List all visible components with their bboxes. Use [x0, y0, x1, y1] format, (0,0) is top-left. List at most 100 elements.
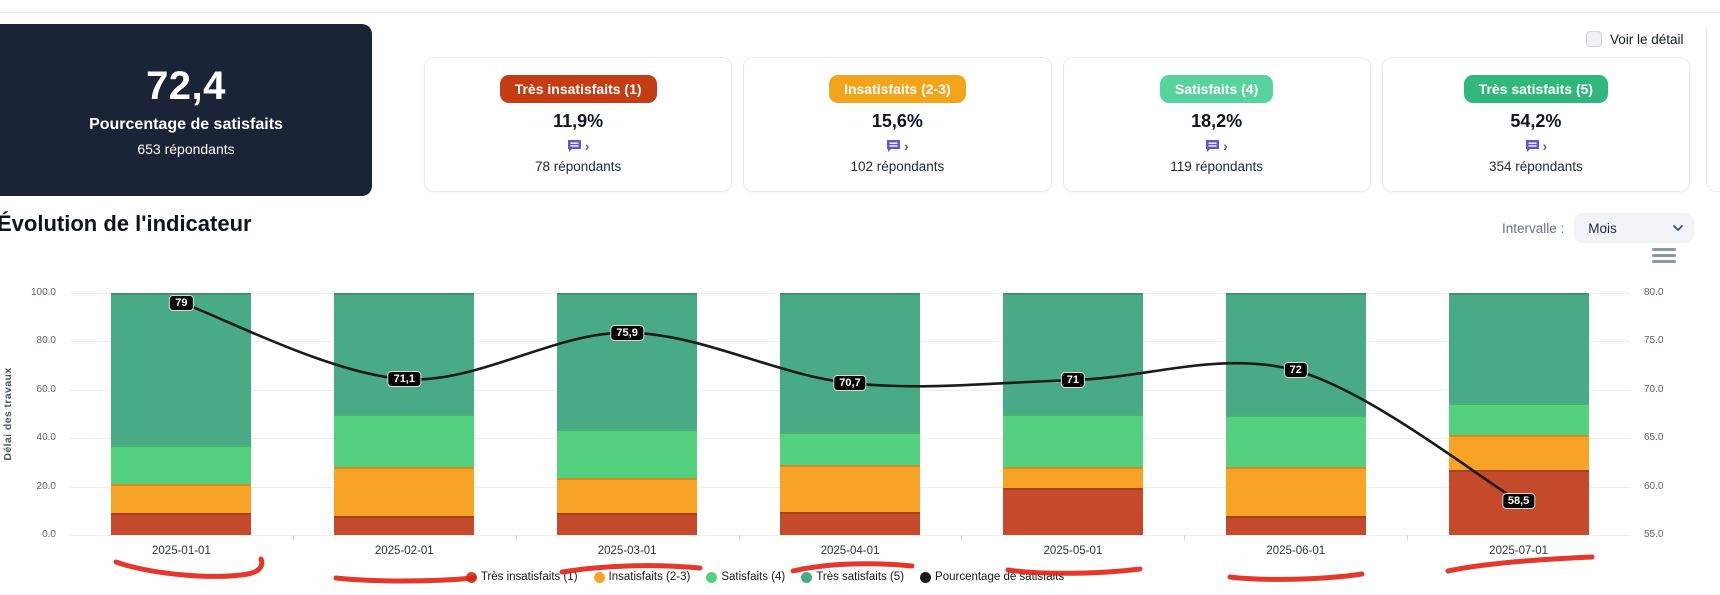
chart-menu-icon[interactable] — [1652, 248, 1676, 266]
bar-segment[interactable] — [557, 478, 698, 514]
kpi-label: Pourcentage de satisfaits — [89, 115, 283, 133]
bar-segment[interactable] — [1225, 467, 1366, 516]
x-axis-tick — [1407, 535, 1409, 540]
page-title: Évolution de l'indicateur — [0, 211, 252, 236]
respondents-count: 354 répondants — [1488, 159, 1583, 174]
bar-segment[interactable] — [1448, 403, 1589, 435]
percent-value: 54,2% — [1510, 111, 1562, 131]
detail-checkbox[interactable] — [1586, 31, 1602, 47]
x-axis-label: 2025-05-01 — [1043, 545, 1103, 557]
bar-segment[interactable] — [1002, 414, 1143, 468]
kpi-card: 72,4 Pourcentage de satisfaits 653 répon… — [0, 24, 372, 196]
bar-segment[interactable] — [111, 293, 252, 446]
trend-line — [180, 301, 1520, 503]
bar-segment[interactable] — [780, 432, 920, 465]
comment-icon — [1525, 139, 1539, 152]
bar-segment[interactable] — [557, 428, 698, 479]
comments-link[interactable]: › — [1205, 138, 1228, 153]
interval-label: Intervalle : — [1502, 220, 1565, 236]
bar-segment[interactable] — [1225, 293, 1366, 416]
y-axis-tick-right: 65.0 — [1644, 432, 1664, 444]
line-point-label: 79 — [169, 294, 194, 311]
bar-segment[interactable] — [111, 484, 252, 514]
red-underline-annotation — [1445, 554, 1595, 574]
x-axis-tick — [515, 535, 517, 540]
interval-select[interactable]: Mois — [1574, 213, 1695, 243]
stat-card-satisfaits: Satisfaits (4) 18,2% › 119 répondants — [1062, 57, 1371, 192]
y-axis-tick-left: 0.0 — [42, 529, 56, 540]
bar-segment[interactable] — [780, 293, 920, 433]
legend-label: Insatisfaits (2-3) — [608, 571, 691, 583]
partial-card-edge — [1706, 28, 1720, 192]
stat-card-insatisfaits: Insatisfaits (2-3) 15,6% › 102 répondant… — [743, 57, 1052, 192]
stat-cards-row: Très insatisfaits (1) 11,9% › 78 réponda… — [424, 57, 1690, 192]
chevron-down-icon — [1673, 225, 1684, 231]
line-point-label: 71,1 — [387, 371, 421, 388]
x-axis-label: 2025-07-01 — [1489, 545, 1548, 557]
red-underline-annotation — [790, 561, 915, 574]
x-axis-tick — [738, 535, 740, 540]
bar-segment[interactable] — [334, 414, 475, 468]
respondents-count: 119 répondants — [1170, 159, 1264, 174]
interval-control: Intervalle : Mois — [1502, 213, 1695, 243]
legend-label: Pourcentage de satisfaits — [935, 571, 1065, 583]
line-point-label: 75,9 — [610, 324, 644, 341]
bar-segment[interactable] — [1225, 415, 1366, 468]
bar-segment[interactable] — [1448, 434, 1589, 470]
x-axis-tick — [1184, 535, 1186, 540]
percent-value: 11,9% — [553, 111, 604, 131]
legend-item[interactable]: Pourcentage de satisfaits — [920, 571, 1064, 583]
bar-stack — [293, 293, 516, 535]
x-axis-tick — [961, 535, 963, 540]
bar-stack — [1407, 293, 1630, 535]
kpi-value: 72,4 — [146, 63, 226, 108]
x-axis-label: 2025-03-01 — [597, 545, 657, 557]
chart-legend: Très insatisfaits (1) Insatisfaits (2-3) S… — [0, 571, 1530, 583]
comments-link[interactable]: › — [567, 137, 590, 154]
bar-segment[interactable] — [1002, 487, 1143, 535]
detail-toggle[interactable]: Voir le détail — [1586, 31, 1684, 47]
bar-segment[interactable] — [780, 511, 920, 535]
legend-label: Satisfaits (4) — [721, 571, 786, 583]
bar-segment[interactable] — [1448, 293, 1589, 404]
bar-segment[interactable] — [111, 513, 252, 535]
comments-link[interactable]: › — [886, 138, 909, 153]
bar-segment[interactable] — [1225, 515, 1366, 535]
percent-value: 18,2% — [1191, 111, 1243, 131]
legend-dot — [593, 571, 605, 583]
bar-stack — [961, 293, 1184, 535]
bar-segment[interactable] — [334, 467, 475, 516]
bar-segment[interactable] — [111, 445, 252, 485]
bar-segment[interactable] — [334, 293, 475, 414]
bar-segment[interactable] — [557, 293, 698, 429]
bar-segment[interactable] — [557, 513, 698, 535]
bar-segment[interactable] — [1002, 293, 1143, 414]
status-badge: Très satisfaits (5) — [1463, 75, 1609, 103]
evolution-chart: Délai des travaux 79 71,1 75,9 70,7 71 72 58,5… — [0, 240, 1720, 595]
y-axis-tick-left: 100.0 — [30, 287, 56, 298]
x-axis-label: 2025-04-01 — [820, 545, 880, 557]
x-axis-label: 2025-02-01 — [374, 545, 434, 557]
legend-item[interactable]: Satisfaits (4) — [706, 571, 785, 583]
bar-segment[interactable] — [780, 464, 920, 512]
bar-segment[interactable] — [334, 515, 475, 535]
legend-dot — [706, 571, 718, 583]
line-point-label: 72 — [1283, 362, 1308, 379]
x-axis-label: 2025-06-01 — [1266, 545, 1326, 557]
chevron-right-icon: › — [584, 137, 590, 154]
legend-item[interactable]: Très insatisfaits (1) — [465, 571, 578, 583]
comments-link[interactable]: › — [1525, 138, 1547, 153]
legend-item[interactable]: Insatisfaits (2-3) — [593, 571, 691, 583]
respondents-count: 102 répondants — [850, 159, 945, 174]
bar-segment[interactable] — [1002, 467, 1143, 488]
y-axis-tick-left: 40.0 — [36, 432, 56, 444]
line-point-label: 58,5 — [1501, 493, 1536, 510]
bar-stack — [516, 293, 739, 535]
kpi-respondents: 653 répondants — [137, 140, 235, 157]
interval-selected-value: Mois — [1588, 220, 1617, 236]
legend-item[interactable]: Très satisfaits (5) — [801, 571, 904, 583]
x-axis-labels: 2025-01-01 2025-02-01 2025-03-01 2025-04-01… — [70, 545, 1630, 557]
x-axis-label: 2025-01-01 — [152, 545, 211, 557]
gridline — [70, 535, 1630, 536]
legend-label: Très satisfaits (5) — [816, 571, 905, 583]
